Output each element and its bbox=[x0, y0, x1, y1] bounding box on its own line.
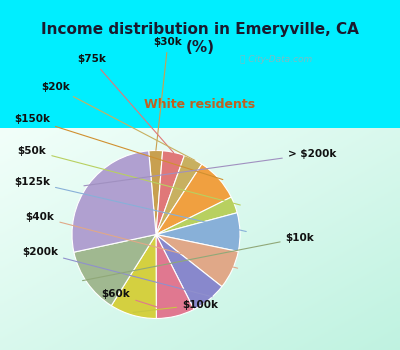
Wedge shape bbox=[156, 151, 184, 234]
Wedge shape bbox=[156, 213, 240, 252]
Text: $40k: $40k bbox=[26, 212, 238, 268]
Wedge shape bbox=[156, 155, 202, 234]
Wedge shape bbox=[156, 197, 237, 234]
Text: $125k: $125k bbox=[14, 177, 246, 231]
Wedge shape bbox=[72, 151, 156, 252]
Wedge shape bbox=[149, 150, 163, 234]
Text: $10k: $10k bbox=[82, 233, 314, 281]
Text: Income distribution in Emeryville, CA
(%): Income distribution in Emeryville, CA (%… bbox=[41, 21, 359, 55]
Text: $100k: $100k bbox=[133, 300, 218, 313]
Text: ⓘ City-Data.com: ⓘ City-Data.com bbox=[240, 55, 312, 64]
Text: > $200k: > $200k bbox=[84, 149, 336, 186]
Text: $30k: $30k bbox=[154, 37, 182, 150]
Text: $20k: $20k bbox=[42, 83, 195, 160]
Text: White residents: White residents bbox=[144, 98, 256, 111]
Wedge shape bbox=[156, 234, 238, 287]
Wedge shape bbox=[74, 234, 156, 306]
Text: $50k: $50k bbox=[18, 146, 240, 205]
Text: $200k: $200k bbox=[22, 247, 212, 297]
Text: $75k: $75k bbox=[78, 55, 174, 153]
Wedge shape bbox=[156, 234, 222, 309]
Wedge shape bbox=[111, 234, 156, 318]
Wedge shape bbox=[156, 164, 231, 234]
Text: $60k: $60k bbox=[102, 289, 175, 313]
Text: $150k: $150k bbox=[14, 114, 223, 180]
Wedge shape bbox=[156, 234, 194, 318]
